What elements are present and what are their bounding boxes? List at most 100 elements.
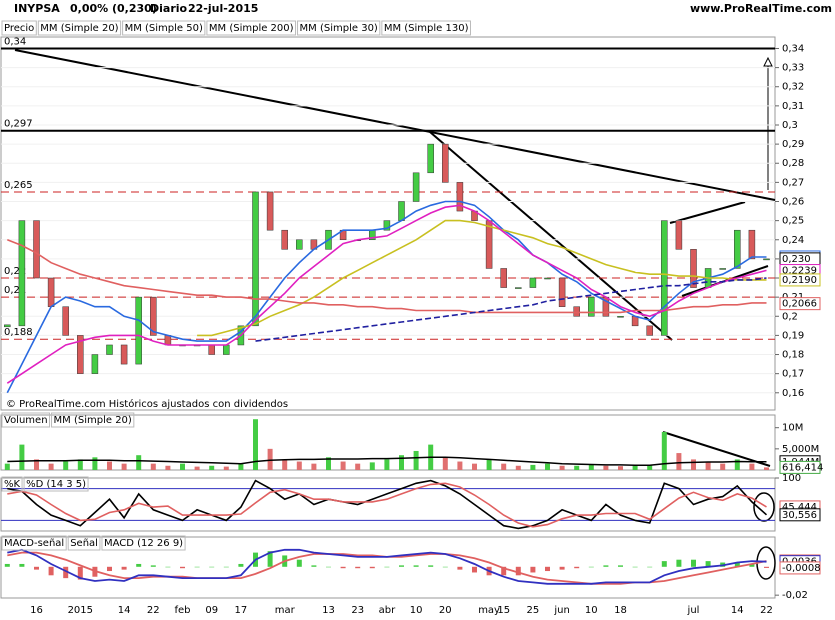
histogram-bar	[63, 566, 69, 579]
series-line	[7, 482, 767, 528]
histogram-bar	[749, 563, 755, 567]
y-tick-label: 0,28	[782, 158, 804, 169]
candle	[515, 287, 522, 289]
volume-bar	[647, 464, 653, 470]
period: Diario	[150, 2, 188, 15]
x-tick-label: 09	[205, 605, 218, 616]
x-tick-label: jun	[553, 605, 569, 616]
y-tick-label: 5,000M	[782, 444, 819, 455]
volume-bar	[574, 465, 580, 470]
y-tick-label: 0,25	[782, 216, 804, 227]
volume-bar	[749, 463, 755, 470]
histogram-bar	[632, 566, 638, 568]
candle	[719, 268, 726, 270]
volume-bar	[618, 466, 623, 470]
histogram-bar	[48, 566, 54, 576]
y-tick-label: 0,29	[782, 139, 804, 150]
price-frame	[0, 36, 776, 411]
histogram-bar	[165, 566, 171, 568]
volume-bar	[413, 450, 419, 470]
x-tick-label: 25	[527, 605, 540, 616]
y-tick-label: -0,02	[782, 590, 808, 601]
volume-bar	[121, 463, 127, 470]
histogram-bar	[515, 566, 521, 576]
volume-bar	[764, 467, 769, 470]
histogram-bar	[238, 563, 244, 567]
candle	[442, 143, 449, 183]
volume-bar	[223, 466, 229, 470]
legend-box	[1, 20, 37, 36]
histogram-bar	[121, 566, 127, 570]
histogram-bar	[384, 566, 390, 568]
circle	[753, 492, 775, 522]
histogram-bar	[559, 566, 565, 570]
candle	[558, 277, 566, 307]
candle	[573, 306, 580, 317]
x-tick-label: may	[478, 605, 500, 616]
histogram-bar	[136, 563, 142, 567]
candle	[412, 172, 420, 202]
value-badge	[779, 460, 821, 474]
legend-entry: MM (Simple 20)	[40, 23, 118, 34]
histogram-bar	[399, 565, 404, 567]
volume-bar	[515, 465, 521, 470]
histogram-bar	[545, 566, 550, 572]
candle	[91, 354, 99, 374]
y-tick-label: 0,16	[782, 388, 804, 399]
histogram-bar	[223, 566, 229, 568]
candle	[47, 277, 55, 307]
candle	[661, 220, 668, 336]
candle	[544, 277, 551, 280]
volume-bar	[63, 461, 69, 470]
volume-bar	[180, 463, 185, 470]
x-tick-label: 14	[118, 605, 131, 616]
value-badge-label: 0,230	[782, 254, 811, 265]
x-tick-label: 22	[760, 605, 773, 616]
volume-bar	[194, 466, 200, 470]
legend-entry: MM (Simple 20)	[54, 415, 132, 426]
y-tick-label: 100	[782, 473, 801, 484]
candle	[748, 229, 756, 260]
volume-bar	[676, 453, 682, 470]
trendline	[429, 131, 673, 341]
candle	[485, 220, 493, 269]
volume-bar	[559, 465, 565, 470]
histogram-bar	[428, 565, 434, 567]
level-label: 0,188	[4, 327, 33, 338]
x-tick-label: 23	[351, 605, 364, 616]
series-line	[7, 548, 767, 585]
candle	[690, 249, 697, 288]
legend-entry: MACD-señal	[4, 538, 64, 549]
x-tick-label: jul	[687, 605, 700, 616]
value-badge-label: 30,556	[782, 510, 817, 521]
value-badge-label: 0,2190	[782, 275, 817, 286]
volume-bar	[588, 464, 594, 470]
x-tick-label: abr	[379, 605, 396, 616]
y-tick-label: 0,31	[782, 101, 804, 112]
candle	[135, 296, 142, 365]
series-line	[255, 277, 767, 342]
volume-bar	[705, 461, 711, 470]
legend-box	[1, 412, 51, 428]
legend-box	[1, 476, 23, 492]
trendline	[669, 201, 746, 224]
value-badge-label: 0,2066	[782, 299, 817, 310]
series-line	[6, 200, 767, 394]
y-tick-label: 10M	[782, 423, 803, 434]
x-tick-label: 20	[439, 605, 452, 616]
value-badge-label: -0,0008	[782, 563, 821, 574]
candle	[617, 316, 624, 318]
histogram-bar	[77, 566, 83, 580]
x-tick-label: 18	[614, 605, 627, 616]
volume-bar	[77, 459, 83, 470]
histogram-bar	[194, 566, 200, 568]
y-tick-label: 0,18	[782, 350, 804, 361]
x-tick-label: feb	[174, 605, 190, 616]
volume-bar	[19, 444, 25, 470]
candle	[208, 344, 215, 355]
candle	[252, 191, 259, 327]
change: 0,00% (0,230)	[70, 2, 157, 15]
legend-box	[67, 535, 101, 551]
volume-bar	[501, 463, 507, 470]
legend-box	[297, 20, 381, 36]
